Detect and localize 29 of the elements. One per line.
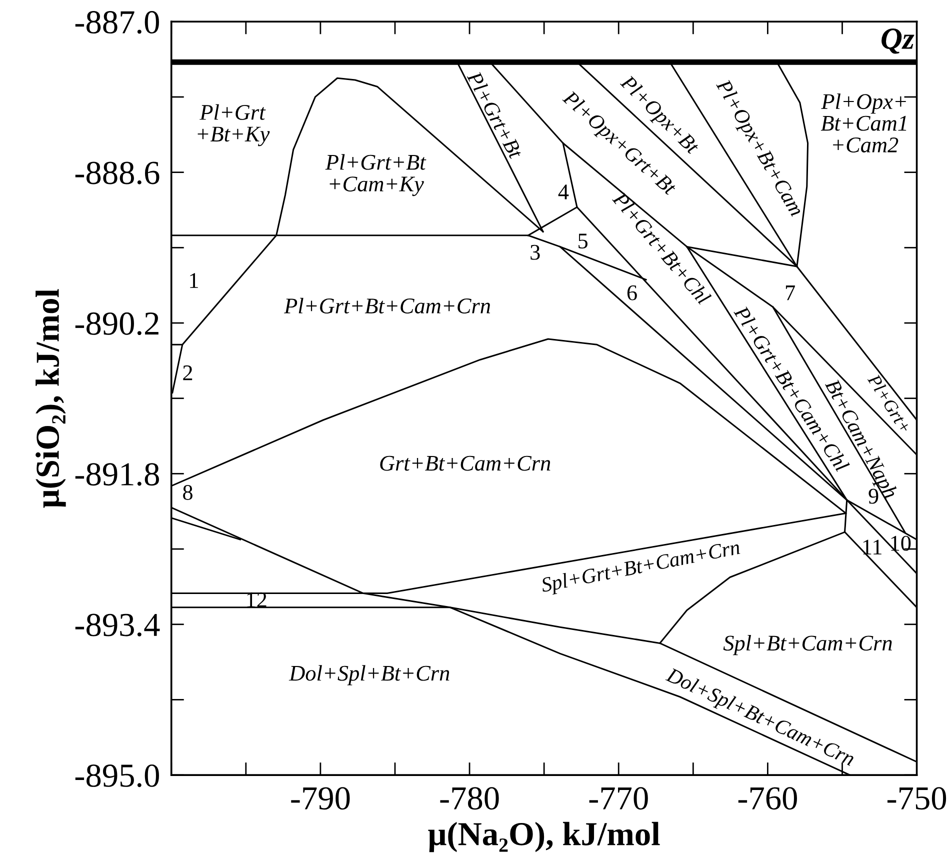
- x-tick-label: -770: [589, 787, 648, 810]
- annotation: 1: [190, 273, 198, 288]
- annotation: Pl+Grt+Bt+Cam+Crn: [284, 298, 490, 314]
- y-tick-label: -890.2: [75, 312, 158, 336]
- annotation: Pl+Opx+ Bt+Cam1 +Cam2: [820, 93, 906, 152]
- annotation: 7: [786, 286, 795, 300]
- annotation: 2: [183, 365, 192, 380]
- y-tick-label: -888.6: [75, 162, 160, 184]
- y-tick-label: -893.4: [75, 614, 160, 636]
- annotation: Pl+Grt+Bt +Cam+Ky: [325, 154, 426, 196]
- x-tick-label: -750: [887, 787, 946, 810]
- y-tick-label: -895.0: [75, 764, 159, 788]
- y-axis-title: μ(SiO₂), kJ/mol: [36, 289, 66, 508]
- annotation: 5: [578, 234, 588, 249]
- annotation: 3: [530, 244, 540, 260]
- x-tick-label: -760: [738, 787, 797, 810]
- annotation: Spl+Bt+Cam+Crn: [723, 635, 892, 656]
- annotation: Grt+Bt+Cam+Crn: [380, 456, 550, 471]
- y-tick-label: -887.0: [75, 11, 159, 34]
- annotation: 11: [863, 540, 882, 554]
- annotation: 8: [183, 484, 192, 500]
- x-axis-title: μ(Na₂O), kJ/mol: [428, 822, 660, 852]
- y-tick-label: -891.8: [75, 463, 159, 486]
- annotation: Dol+Spl+Bt+Crn: [288, 665, 450, 686]
- annotation: Pl+Grt +Bt+Ky: [198, 104, 270, 146]
- x-tick-label: -790: [291, 787, 350, 810]
- annotation: 10: [891, 536, 911, 551]
- annotation: Qz: [882, 28, 914, 54]
- x-tick-label: -780: [440, 787, 499, 810]
